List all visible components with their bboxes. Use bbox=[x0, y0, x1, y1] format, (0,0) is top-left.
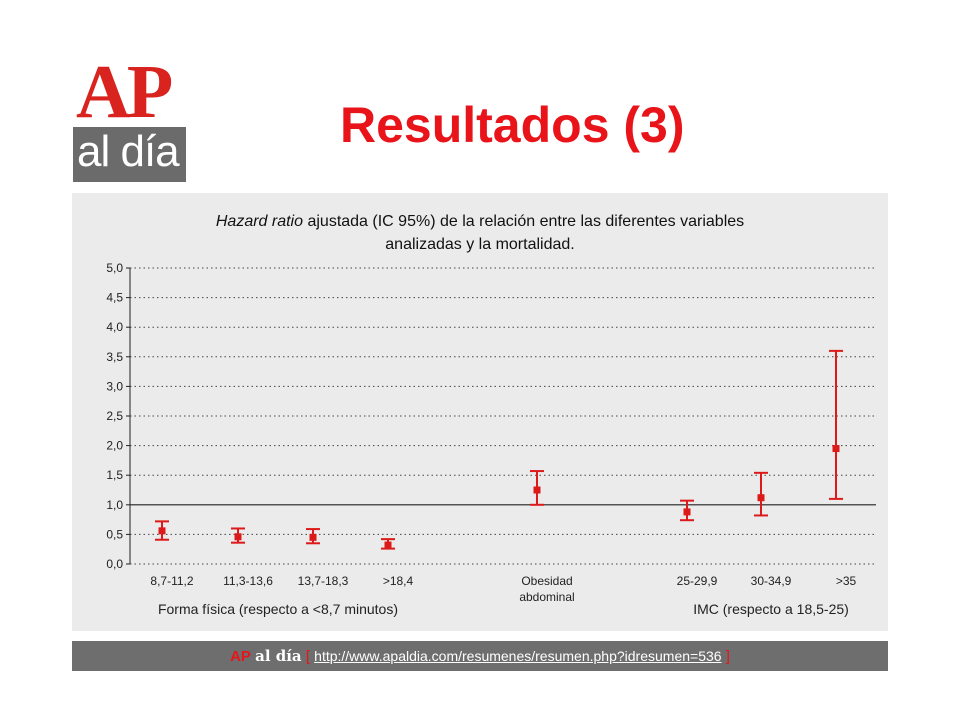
slide-title: Resultados (3) bbox=[340, 97, 685, 153]
chart-title: Hazard ratio ajustada (IC 95%) de la rel… bbox=[72, 210, 888, 256]
group-label-forma-fisica: Forma física (respecto a <8,7 minutos) bbox=[158, 601, 398, 617]
x-category-label: 11,3-13,6 bbox=[223, 574, 273, 588]
x-category-label: 8,7-11,2 bbox=[150, 574, 193, 588]
chart-title-line2: analizadas y la mortalidad. bbox=[385, 236, 575, 253]
x-category-label: 25-29,9 bbox=[677, 574, 718, 588]
y-tick-label: 0,0 bbox=[106, 557, 123, 571]
footer-brand-ap: AP bbox=[230, 648, 251, 665]
hr-point bbox=[757, 494, 765, 502]
y-tick-label: 0,5 bbox=[106, 527, 123, 541]
y-tick-label: 5,0 bbox=[106, 261, 123, 275]
footer-url-link[interactable]: http://www.apaldia.com/resumenes/resumen… bbox=[314, 648, 722, 664]
y-tick-label: 2,5 bbox=[106, 409, 123, 423]
hr-point bbox=[832, 445, 840, 453]
hr-point bbox=[683, 508, 691, 516]
hr-point bbox=[234, 533, 242, 541]
y-tick-label: 3,0 bbox=[106, 379, 123, 393]
footer-bar: AP al día [ http://www.apaldia.com/resum… bbox=[72, 641, 888, 671]
footer-brand-aldia: al día bbox=[255, 647, 302, 665]
x-category-label: 30-34,9 bbox=[751, 574, 792, 588]
y-tick-label: 3,5 bbox=[106, 350, 123, 364]
footer-bracket-close: ] bbox=[725, 648, 730, 665]
chart-title-rest: ajustada (IC 95%) de la relación entre l… bbox=[303, 213, 745, 230]
group-label-imc: IMC (respecto a 18,5-25) bbox=[693, 601, 849, 617]
logo-aldia-text: al día bbox=[77, 127, 180, 176]
x-category-label: 13,7-18,3 bbox=[298, 574, 349, 588]
hr-point bbox=[384, 541, 392, 549]
chart-title-italic: Hazard ratio bbox=[215, 213, 304, 230]
logo-aldia-box: al día bbox=[73, 127, 186, 182]
y-tick-label: 2,0 bbox=[106, 439, 123, 453]
hr-point bbox=[309, 533, 317, 541]
apaldia-logo: AP al día bbox=[73, 54, 188, 182]
x-category-label: >35 bbox=[836, 574, 857, 588]
chart-panel bbox=[72, 193, 888, 631]
logo-ap-text: AP bbox=[76, 50, 173, 134]
x-category-label: >18,4 bbox=[383, 574, 414, 588]
y-tick-label: 1,5 bbox=[106, 468, 123, 482]
hr-point bbox=[533, 486, 541, 494]
footer-bracket-open: [ bbox=[305, 648, 310, 665]
x-category-label: abdominal bbox=[519, 590, 574, 604]
x-category-label: Obesidad bbox=[521, 574, 572, 588]
y-tick-label: 1,0 bbox=[106, 498, 123, 512]
y-tick-label: 4,0 bbox=[106, 320, 123, 334]
hr-point bbox=[158, 527, 166, 535]
y-tick-label: 4,5 bbox=[106, 291, 123, 305]
